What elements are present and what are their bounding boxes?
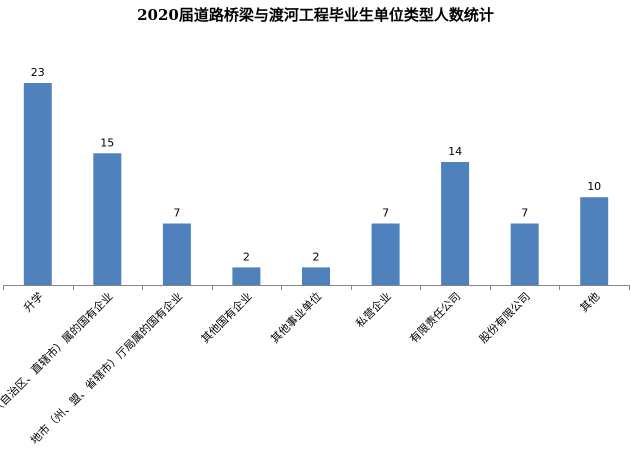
bar [93, 153, 122, 285]
chart-title: 2020届道路桥梁与渡河工程毕业生单位类型人数统计 [137, 6, 494, 24]
data-label: 15 [100, 136, 114, 149]
data-label: 2 [313, 250, 320, 263]
bar [302, 267, 330, 285]
category-label: 其他国有企业 [198, 289, 255, 346]
category-label: 其他事业单位 [268, 289, 325, 346]
data-label: 7 [173, 207, 180, 220]
data-label: 10 [587, 180, 601, 193]
bar [441, 162, 470, 285]
data-label: 2 [243, 250, 250, 263]
bar [371, 223, 400, 285]
category-label: 升学 [20, 289, 45, 314]
bar [232, 267, 261, 285]
category-label: 有限责任公司 [407, 289, 464, 346]
data-label: 7 [521, 207, 528, 220]
category-label: 地市（州、盟、省辖市）厅局属的国有企业 [27, 289, 185, 447]
data-label: 23 [31, 66, 45, 79]
category-label: 股份有限公司 [476, 289, 533, 346]
bar [580, 197, 609, 285]
category-label: 其他 [578, 290, 603, 315]
bar [23, 83, 52, 285]
category-label: 私营企业 [353, 289, 394, 330]
category-label: 省（自治区、直辖市）属的国有企业 [0, 289, 115, 423]
bar [162, 223, 191, 285]
data-label: 7 [382, 207, 389, 220]
data-label: 14 [448, 145, 462, 158]
bar [510, 223, 539, 285]
